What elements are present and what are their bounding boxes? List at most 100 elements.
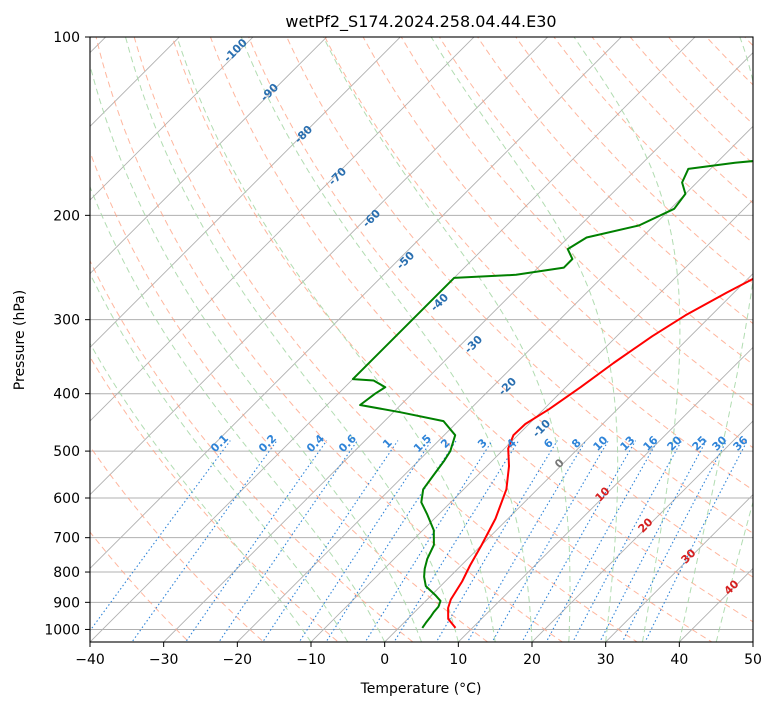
dry-adiabats bbox=[90, 10, 775, 654]
x-tick-label: −20 bbox=[223, 652, 253, 668]
dry-adiabat-line bbox=[90, 259, 414, 642]
dry-adiabat-line bbox=[324, 37, 753, 491]
isotherm-line bbox=[457, 346, 753, 642]
x-tick-label: 0 bbox=[380, 652, 389, 668]
overlay-labels: -100-90-80-70-60-50-40-30-20-10010203040… bbox=[208, 36, 751, 598]
y-tick-label: 300 bbox=[53, 313, 80, 329]
mixing-ratio-label: 30 bbox=[710, 433, 730, 453]
x-tick-label: 10 bbox=[449, 652, 467, 668]
mixing-ratio-line bbox=[644, 440, 748, 642]
isotherm-line bbox=[90, 37, 254, 201]
y-tick-label: 700 bbox=[53, 531, 80, 547]
dewpoint-trace bbox=[351, 160, 753, 629]
mixing-ratio-line bbox=[599, 440, 707, 642]
mixing-ratio-label: 3 bbox=[475, 436, 490, 451]
dry-adiabat-label: -60 bbox=[360, 207, 383, 230]
isobar-grid bbox=[90, 37, 753, 630]
isotherm-line bbox=[605, 494, 753, 642]
y-tick-label: 600 bbox=[53, 491, 80, 507]
dry-adiabat-line bbox=[756, 10, 775, 654]
moist-adiabat-label: 20 bbox=[636, 515, 656, 535]
mixing-ratio-label: 8 bbox=[569, 436, 584, 451]
isotherm-line bbox=[163, 52, 753, 642]
plot-area: -100-90-80-70-60-50-40-30-20-10010203040… bbox=[0, 10, 775, 654]
dry-adiabat-line bbox=[400, 37, 753, 407]
isotherm-line bbox=[90, 37, 549, 496]
isotherm-line bbox=[90, 37, 328, 275]
dry-adiabat-line bbox=[743, 37, 753, 47]
dry-adiabat-label: -30 bbox=[462, 333, 485, 356]
mixing-ratio-label: 16 bbox=[641, 433, 661, 453]
dry-adiabat-label: -20 bbox=[496, 375, 519, 398]
y-tick-label: 500 bbox=[53, 444, 80, 460]
mixing-ratio-line bbox=[435, 440, 558, 642]
moist-adiabat-label: 30 bbox=[679, 546, 699, 566]
mixing-ratio-line bbox=[491, 440, 609, 642]
dry-adiabat-line bbox=[90, 150, 489, 642]
isotherm-line bbox=[310, 199, 753, 642]
moist-adiabats bbox=[90, 37, 753, 642]
isotherm-line bbox=[752, 641, 753, 642]
moist-adiabat-line bbox=[322, 37, 571, 642]
isotherm-line bbox=[0, 10, 59, 654]
moist-adiabat-line bbox=[90, 272, 349, 642]
mixing-ratio-line bbox=[466, 440, 587, 642]
y-tick-label: 1000 bbox=[44, 622, 80, 638]
dry-adiabat-line bbox=[629, 37, 753, 165]
isotherm-line bbox=[236, 125, 753, 642]
dry-adiabat-line bbox=[515, 37, 753, 284]
x-tick-label: 50 bbox=[744, 652, 762, 668]
moist-adiabat-label: 40 bbox=[722, 577, 742, 597]
moist-adiabat-label: 10 bbox=[593, 484, 613, 504]
mixing-ratio-line bbox=[621, 440, 728, 642]
y-axis-title: Pressure (hPa) bbox=[12, 290, 28, 390]
dry-adiabat-line bbox=[438, 37, 753, 366]
isotherm-line bbox=[90, 37, 401, 348]
moist-adiabat-line bbox=[125, 37, 459, 642]
mixing-ratio-label: 6 bbox=[541, 436, 556, 451]
mixing-ratio-line bbox=[298, 440, 432, 642]
dry-adiabat-label: -40 bbox=[428, 291, 451, 314]
moist-adiabat-line bbox=[678, 37, 753, 642]
mixing-ratio-label: 10 bbox=[591, 433, 611, 453]
moist-adiabat-line bbox=[176, 37, 496, 642]
isotherm-line bbox=[531, 420, 753, 642]
moist-adiabat-line bbox=[430, 37, 619, 642]
mixing-ratio-line bbox=[393, 440, 520, 642]
mixing-ratio-line bbox=[218, 440, 358, 642]
dry-adiabat-label: -70 bbox=[326, 165, 349, 188]
isotherm-line bbox=[384, 273, 753, 642]
isotherm-line bbox=[90, 37, 475, 422]
temperature-trace bbox=[447, 277, 753, 629]
x-tick-label: 40 bbox=[670, 652, 688, 668]
mixing-ratio-line bbox=[185, 440, 328, 642]
moist-adiabat-line bbox=[90, 63, 422, 642]
mixing-ratio-line bbox=[521, 440, 637, 642]
x-tick-label: −40 bbox=[75, 652, 105, 668]
mixing-ratio-line bbox=[545, 440, 659, 642]
mixing-ratio-lines bbox=[90, 440, 748, 642]
moist-adiabat-line bbox=[715, 500, 753, 642]
dry-adiabat-line bbox=[591, 37, 753, 204]
x-tick-label: −30 bbox=[149, 652, 179, 668]
sounding-traces bbox=[351, 160, 753, 629]
x-tick-label: 30 bbox=[597, 652, 615, 668]
x-axis-title: Temperature (°C) bbox=[360, 681, 482, 697]
dry-adiabat-line bbox=[171, 37, 713, 642]
moist-adiabat-line bbox=[90, 185, 386, 642]
x-tick-label: −10 bbox=[296, 652, 326, 668]
dry-adiabat-label: -100 bbox=[221, 36, 250, 65]
y-tick-label: 900 bbox=[53, 595, 80, 611]
isotherm-line bbox=[90, 37, 180, 127]
dry-adiabat-line bbox=[90, 445, 265, 642]
mixing-ratio-line bbox=[364, 440, 493, 642]
dry-adiabat-line bbox=[286, 37, 753, 534]
dry-adiabat-line bbox=[362, 37, 753, 449]
y-tick-label: 200 bbox=[53, 208, 80, 224]
mixing-ratio-label: 13 bbox=[618, 434, 638, 454]
moist-adiabat-line bbox=[573, 37, 681, 642]
dry-adiabat-line bbox=[90, 356, 340, 642]
dry-adiabat-label: -50 bbox=[394, 249, 417, 272]
x-axis-ticks: −40 −30 −20 −10 0 10 20 30 40 50 bbox=[75, 642, 762, 668]
